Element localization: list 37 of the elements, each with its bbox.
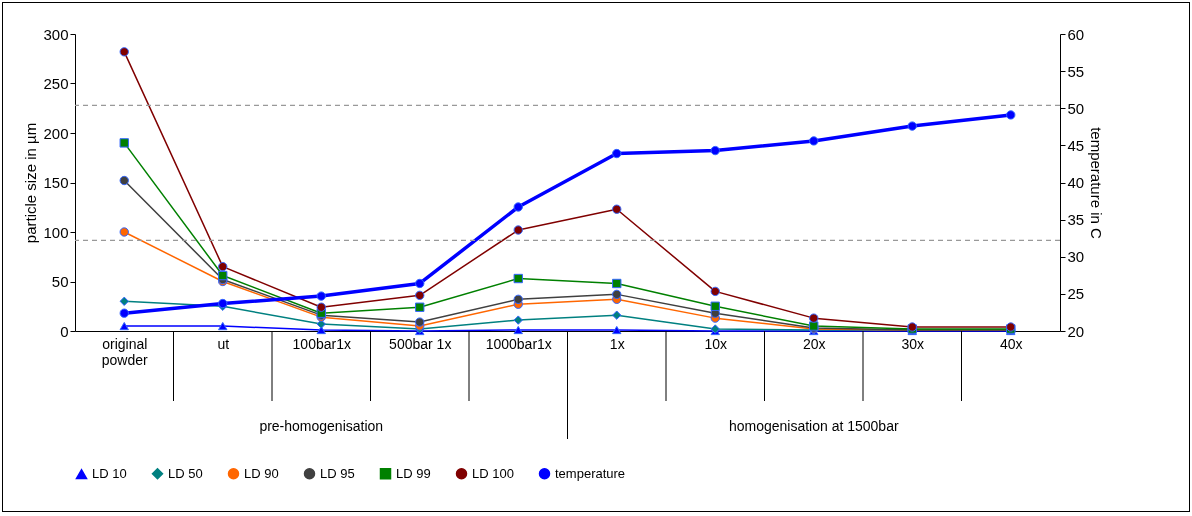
y2-tick-label: 20 — [1067, 322, 1085, 340]
legend-label: LD 10 — [92, 466, 127, 482]
x-tick-label: 1x — [609, 335, 625, 352]
legend-label: LD 90 — [244, 465, 279, 481]
y2-tick-label: 55 — [1067, 62, 1085, 80]
y-tick-label: 0 — [60, 322, 69, 340]
text: homogenisation at 1500bar — [728, 418, 899, 434]
x-tick-label: original powder — [101, 335, 149, 368]
text: pre-homogenisation — [259, 418, 384, 434]
y2-tick-label: 40 — [1067, 174, 1085, 191]
y-tick-label: 250 — [43, 75, 69, 92]
x-tick-label: ut — [217, 335, 230, 352]
x-tick-label: 100bar1x — [292, 335, 351, 352]
legend-label: LD 50 — [168, 465, 203, 481]
x-tick-label: 20x — [802, 335, 826, 352]
y2-tick-label: 60 — [1067, 25, 1085, 43]
y-tick-label: 100 — [43, 223, 69, 241]
y2-tick-label: 35 — [1067, 211, 1085, 229]
legend-label: LD 99 — [396, 465, 431, 481]
y2-tick-label: 45 — [1067, 136, 1085, 154]
y-tick-label: 200 — [43, 124, 69, 142]
legend-label: LD 100 — [472, 465, 514, 481]
y2-tick-label: 30 — [1067, 248, 1085, 266]
legend-label: temperature — [555, 465, 626, 481]
y-tick-label: 300 — [43, 25, 69, 43]
x-tick-label: 40x — [999, 335, 1023, 352]
y-axis-title: particle size in µm — [22, 122, 40, 244]
x-tick-label: 500bar 1x — [389, 335, 452, 352]
y2-tick-label: 50 — [1067, 99, 1085, 117]
x-tick-label: 30x — [901, 335, 925, 352]
y2-axis-title: temperature in C — [1088, 127, 1106, 240]
y-tick-label: 50 — [51, 273, 69, 290]
y2-tick-label: 25 — [1067, 285, 1085, 303]
x-tick-label: 10x — [704, 335, 728, 352]
x-tick-label: 1000bar1x — [485, 335, 552, 352]
legend-label: LD 95 — [320, 465, 355, 481]
y-tick-label: 150 — [43, 174, 69, 191]
